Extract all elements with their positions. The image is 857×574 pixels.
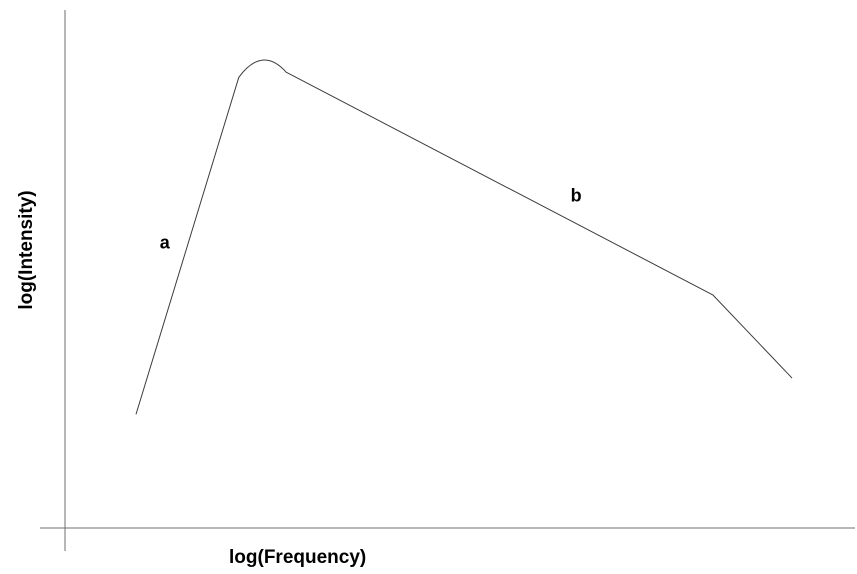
x-axis-title: log(Frequency) (229, 547, 366, 568)
y-axis-title: log(Intensity) (16, 190, 37, 309)
segment-label-b: b (571, 186, 582, 206)
intensity-curve (135, 59, 793, 415)
annotation-layer: ab (160, 186, 582, 253)
segment-label-a: a (160, 232, 171, 252)
